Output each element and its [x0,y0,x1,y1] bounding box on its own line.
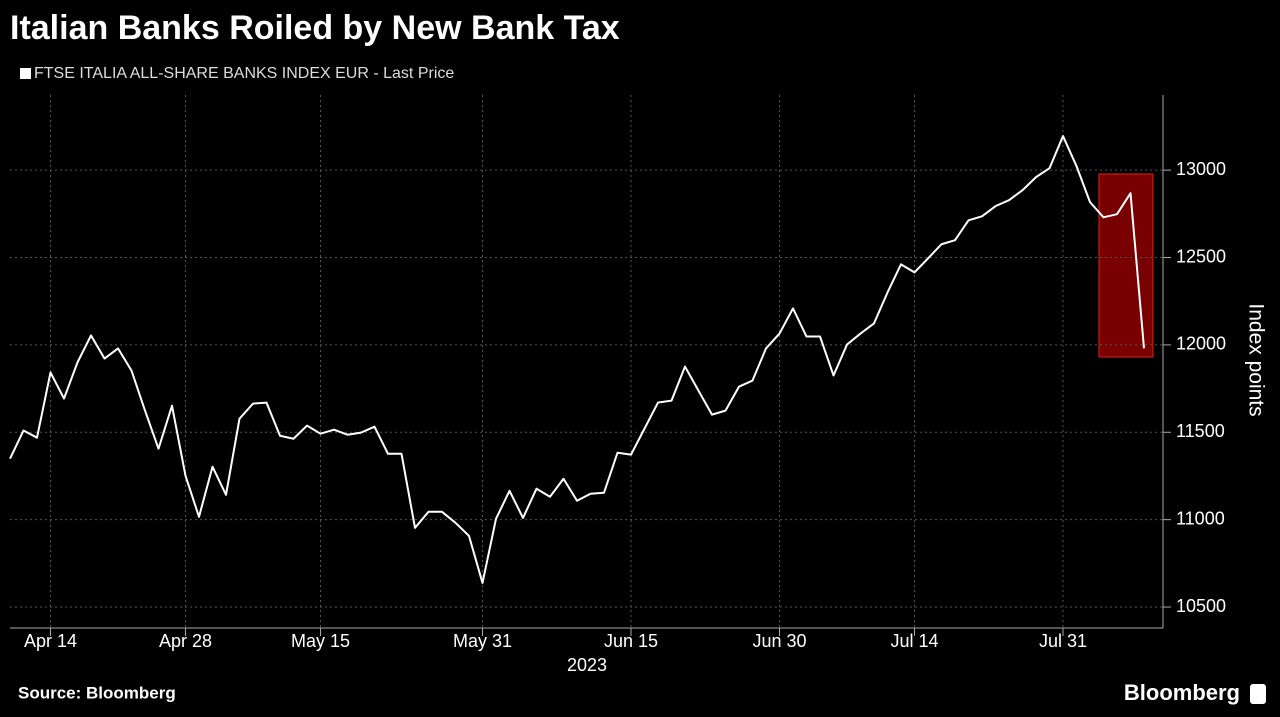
y-tick-label: 11500 [1176,421,1225,441]
highlight-box [1098,173,1154,358]
brand-icon [1250,684,1266,704]
x-tick-label: Jun 15 [604,631,658,651]
y-tick-label: 11000 [1176,508,1225,528]
x-tick-label: Jul 31 [1039,631,1087,651]
x-tick-label: Apr 28 [159,631,212,651]
y-axis-label: Index points [1244,303,1267,416]
legend-swatch [20,68,31,79]
x-tick-label: May 15 [291,631,350,651]
source: Source: Bloomberg [18,683,176,702]
y-tick-label: 12500 [1176,246,1226,266]
y-tick-label: 12000 [1176,334,1226,354]
y-tick-label: 13000 [1176,159,1226,179]
x-tick-label: May 31 [453,631,512,651]
legend-label: FTSE ITALIA ALL-SHARE BANKS INDEX EUR - … [34,65,454,82]
series-line [9,135,1145,584]
x-tick-label: Jul 14 [890,631,938,651]
x-tick-label: Jun 30 [752,631,806,651]
chart-title: Italian Banks Roiled by New Bank Tax [10,9,620,47]
brand: Bloomberg [1124,680,1240,705]
x-tick-label: Apr 14 [24,631,77,651]
y-tick-label: 10500 [1176,596,1226,616]
x-year-label: 2023 [567,655,607,675]
